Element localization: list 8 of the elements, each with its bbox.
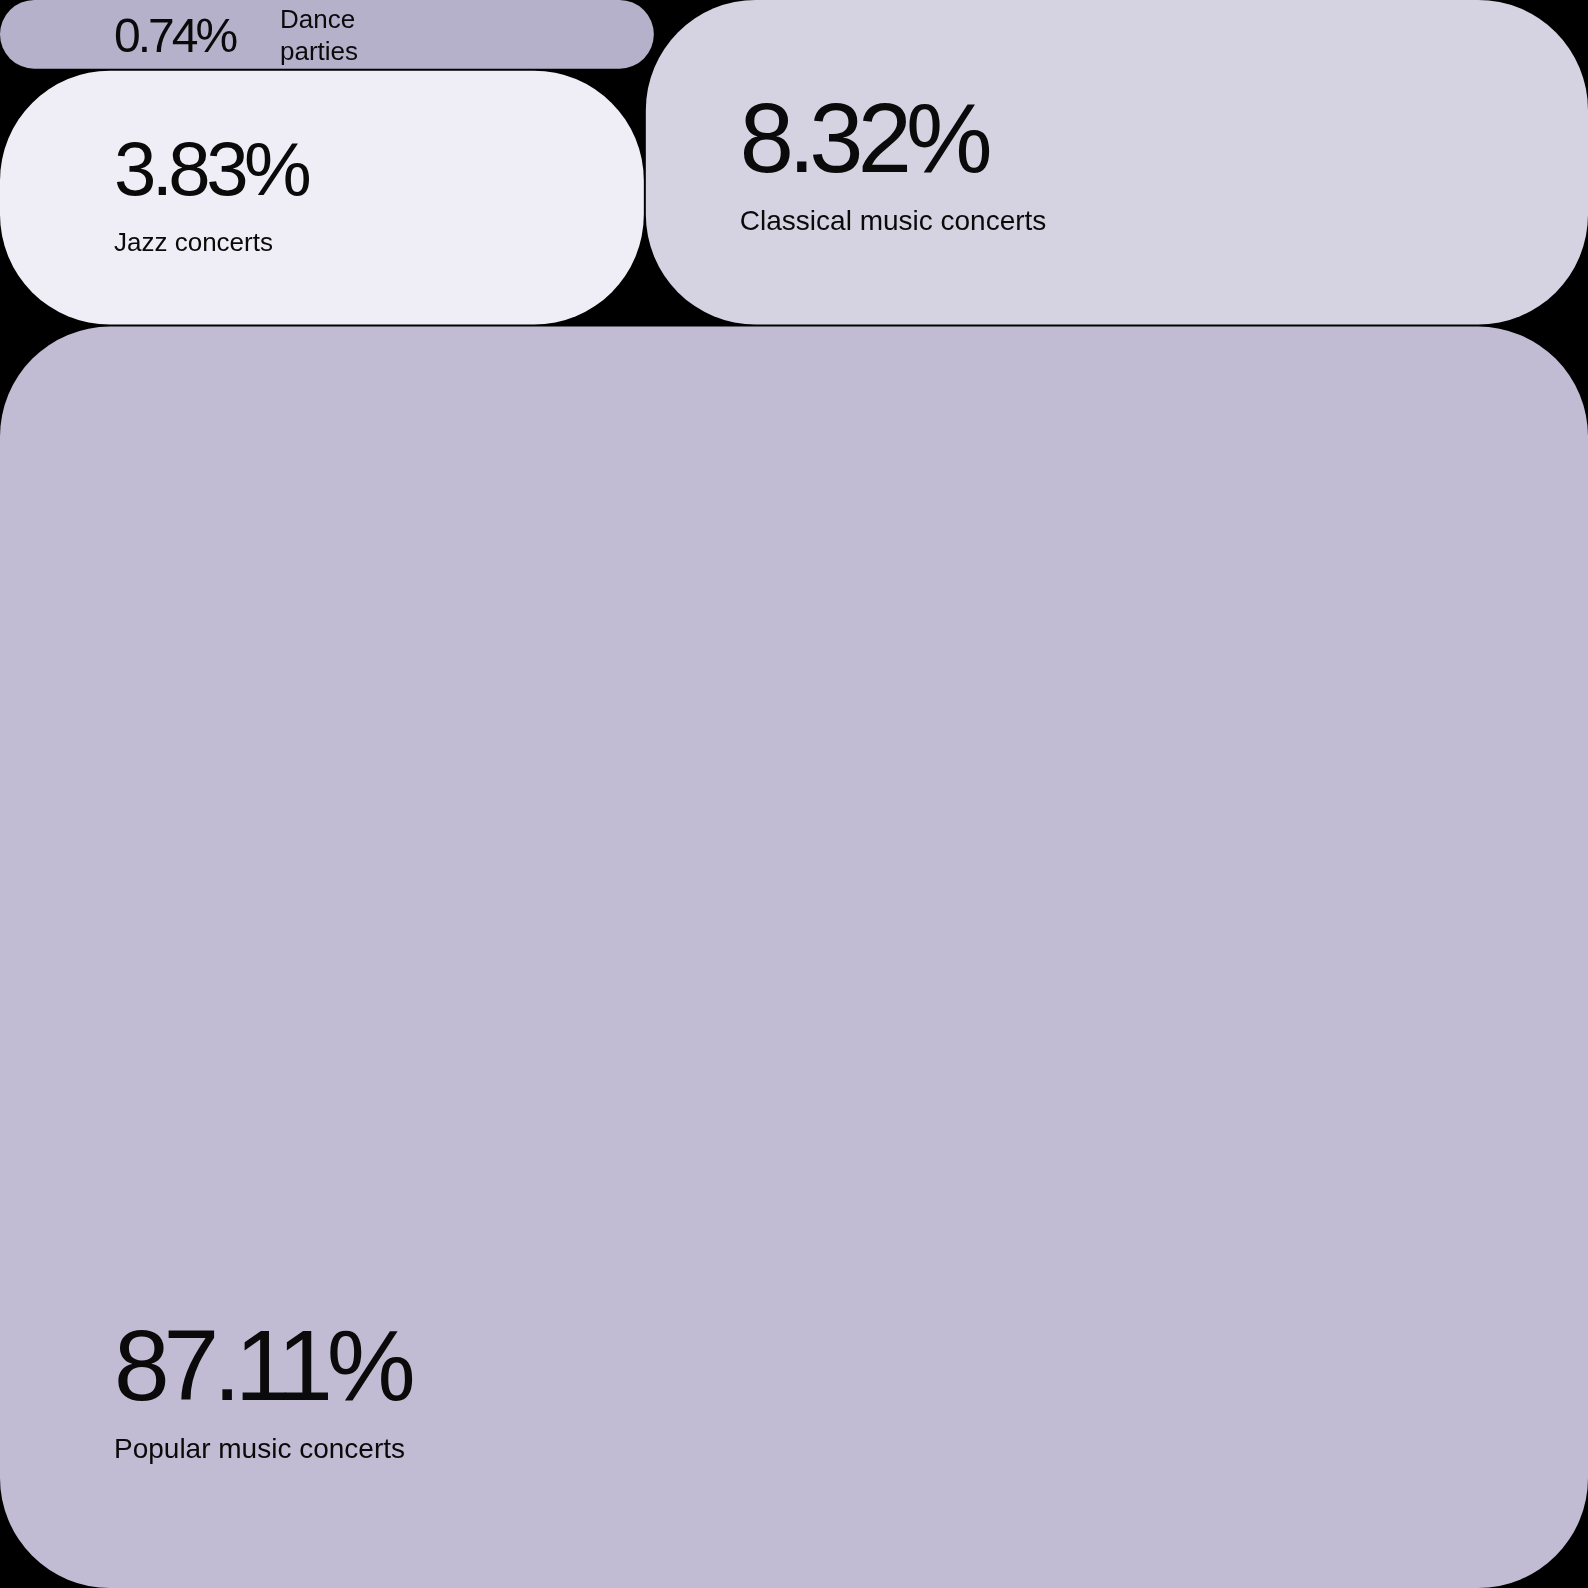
category-label: Jazz concerts bbox=[114, 226, 273, 257]
data-label: 8.32% bbox=[739, 84, 990, 194]
category-label: Dance parties bbox=[280, 4, 359, 66]
category-label: Classical music concerts bbox=[739, 205, 1047, 237]
category-label: Popular music concerts bbox=[114, 1433, 406, 1464]
data-label: 87.11% bbox=[114, 1309, 413, 1421]
data-label: 3.83% bbox=[114, 125, 309, 211]
data-label: 0.74% bbox=[114, 8, 237, 62]
